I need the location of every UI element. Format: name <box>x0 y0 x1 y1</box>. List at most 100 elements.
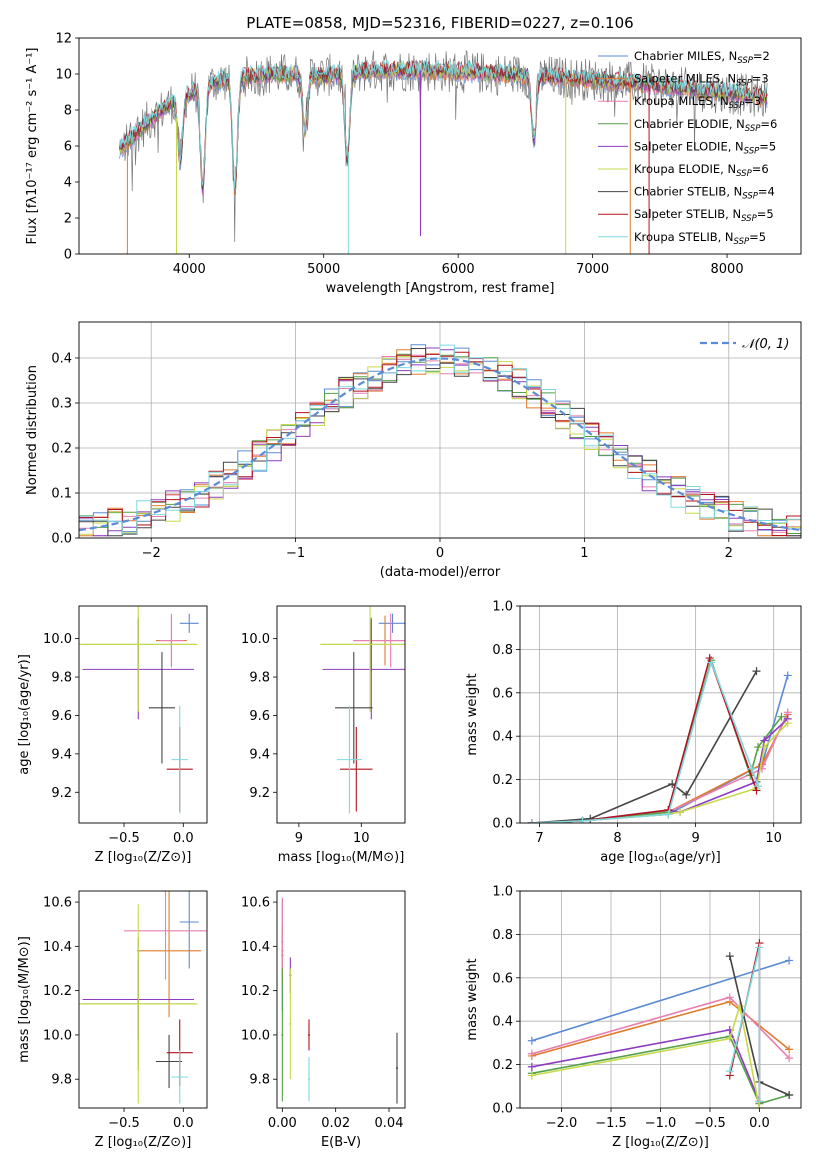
axes-frame <box>276 605 406 824</box>
x-axis-label: Z [log₁₀(Z/Z⊙)] <box>612 1135 709 1150</box>
y-tick-label: 0.6 <box>492 686 513 701</box>
y-axis-label: mass weight <box>465 673 480 755</box>
y-tick-label: 1.0 <box>492 600 513 615</box>
weight-marker <box>783 671 792 680</box>
weight-marker <box>785 1045 794 1054</box>
weight-marker <box>705 654 714 663</box>
y-tick-label: 0.4 <box>51 352 72 367</box>
plot-area <box>281 897 399 1104</box>
axes-frame <box>78 321 802 539</box>
weight-marker <box>785 956 794 965</box>
plot-area <box>527 654 792 823</box>
legend-label: Kroupa MILES, NSSP=3 <box>634 94 761 111</box>
x-axis-label: E(B-V) <box>321 1135 361 1150</box>
legend-label: Kroupa STELIB, NSSP=5 <box>634 230 766 247</box>
weight-line-9 <box>531 659 759 823</box>
y-tick-label: 0.4 <box>492 730 513 745</box>
x-tick-label: 0.02 <box>321 1116 350 1131</box>
weight-marker <box>527 1071 536 1080</box>
y-tick-label: 0.4 <box>492 1015 513 1030</box>
legend-label: Chabrier STELIB, NSSP=4 <box>634 185 775 202</box>
y-axis-label: mass weight <box>465 958 480 1040</box>
y-tick-label: 0.0 <box>492 1102 513 1117</box>
y-tick-label: 0.8 <box>492 643 513 658</box>
weight-marker <box>725 1067 734 1076</box>
axes-frame <box>519 605 802 824</box>
weight-marker <box>725 952 734 961</box>
y-tick-label: 8 <box>64 104 72 119</box>
x-tick-label: 4000 <box>173 262 206 277</box>
x-tick-label: 2 <box>725 546 733 561</box>
y-tick-label: 0.0 <box>492 817 513 832</box>
x-tick-label: 0.0 <box>173 831 194 846</box>
figure-title: PLATE=0858, MJD=52316, FIBERID=0227, z=0… <box>246 14 633 32</box>
weight-marker <box>755 943 764 952</box>
normal-curve <box>79 357 801 532</box>
y-tick-label: 10.2 <box>43 984 72 999</box>
y-tick-label: 0.2 <box>492 773 513 788</box>
weight-marker <box>777 712 786 721</box>
y-tick-label: 6 <box>64 140 72 155</box>
weight-marker <box>676 808 685 817</box>
y-tick-label: 10.6 <box>43 896 72 911</box>
weight-marker <box>725 993 734 1002</box>
y-tick-label: 0.6 <box>492 971 513 986</box>
y-tick-label: 10.0 <box>43 632 72 647</box>
plot-area <box>320 606 405 814</box>
weight-line-4 <box>531 1035 790 1105</box>
x-tick-label: 0.0 <box>749 1116 770 1131</box>
axes-frame <box>276 890 406 1109</box>
y-tick-label: 10.4 <box>43 940 72 955</box>
legend-label: Chabrier ELODIE, NSSP=6 <box>634 117 777 134</box>
weight-marker <box>785 1090 794 1099</box>
y-tick-label: 0.1 <box>51 487 72 502</box>
x-tick-label: −1.5 <box>595 1116 627 1131</box>
x-tick-label: 7 <box>535 831 543 846</box>
panel-5: 7 8 9 10 0.0 0.2 0.4 0.6 0.8 1.0 age [log₁₀(age/yr… <box>465 600 802 865</box>
weight-marker <box>707 658 716 667</box>
y-tick-label: 12 <box>55 32 72 47</box>
y-tick-label: 9.2 <box>51 786 72 801</box>
x-tick-label: −2.0 <box>546 1116 578 1131</box>
weight-marker <box>578 816 587 823</box>
weight-marker <box>664 810 673 819</box>
y-tick-label: 4 <box>64 176 72 191</box>
x-tick-label: 0.04 <box>375 1116 404 1131</box>
weight-line-1 <box>531 959 790 1042</box>
y-tick-label: 0.3 <box>51 397 72 412</box>
weight-marker <box>725 1034 734 1043</box>
y-axis-label: mass [log₁₀(M/M⊙)] <box>17 936 32 1063</box>
x-tick-label: 0.00 <box>268 1116 297 1131</box>
y-tick-label: 0.0 <box>51 532 72 547</box>
weight-line-3 <box>531 711 789 823</box>
y-tick-label: 9.8 <box>249 671 270 686</box>
x-tick-label: 8 <box>613 831 621 846</box>
y-tick-label: 10.2 <box>241 984 270 999</box>
panel-6: −0.5 0.0 9.8 10.0 10.2 10.4 10.6 Z [log₁₀(Z/Z⊙)… <box>17 890 208 1150</box>
y-tick-label: 0.8 <box>492 928 513 943</box>
y-tick-label: 10.6 <box>241 896 270 911</box>
weight-line-4 <box>531 657 783 823</box>
weight-marker <box>527 1062 536 1071</box>
weight-marker <box>527 819 536 823</box>
panel-4: 9 10 9.2 9.4 9.6 9.8 10.0 mass [log₁₀(M/M⊙)] <box>241 605 406 865</box>
weight-marker <box>752 786 761 795</box>
y-tick-label: 10.0 <box>43 1028 72 1043</box>
weight-line-6 <box>531 1005 761 1108</box>
plot-area <box>118 49 768 254</box>
weight-marker <box>527 1049 536 1058</box>
plot-area <box>79 344 801 537</box>
x-axis-label: wavelength [Angstrom, rest frame] <box>326 281 555 296</box>
x-tick-label: 8000 <box>711 262 744 277</box>
x-tick-label: 7000 <box>576 262 609 277</box>
weight-marker <box>747 764 756 773</box>
x-axis-label: (data-model)/error <box>380 565 501 580</box>
y-tick-label: 10.0 <box>241 1028 270 1043</box>
y-tick-label: 10.4 <box>241 940 270 955</box>
y-tick-label: 0 <box>64 248 72 263</box>
x-axis-label: Z [log₁₀(Z/Z⊙)] <box>95 850 192 865</box>
panel-1: 4000 5000 6000 7000 8000 0 2 4 6 8 10 12 wavelength … <box>25 32 802 296</box>
x-tick-label: 9 <box>295 831 303 846</box>
x-tick-label: −1 <box>286 546 305 561</box>
plot-area <box>79 891 207 1104</box>
